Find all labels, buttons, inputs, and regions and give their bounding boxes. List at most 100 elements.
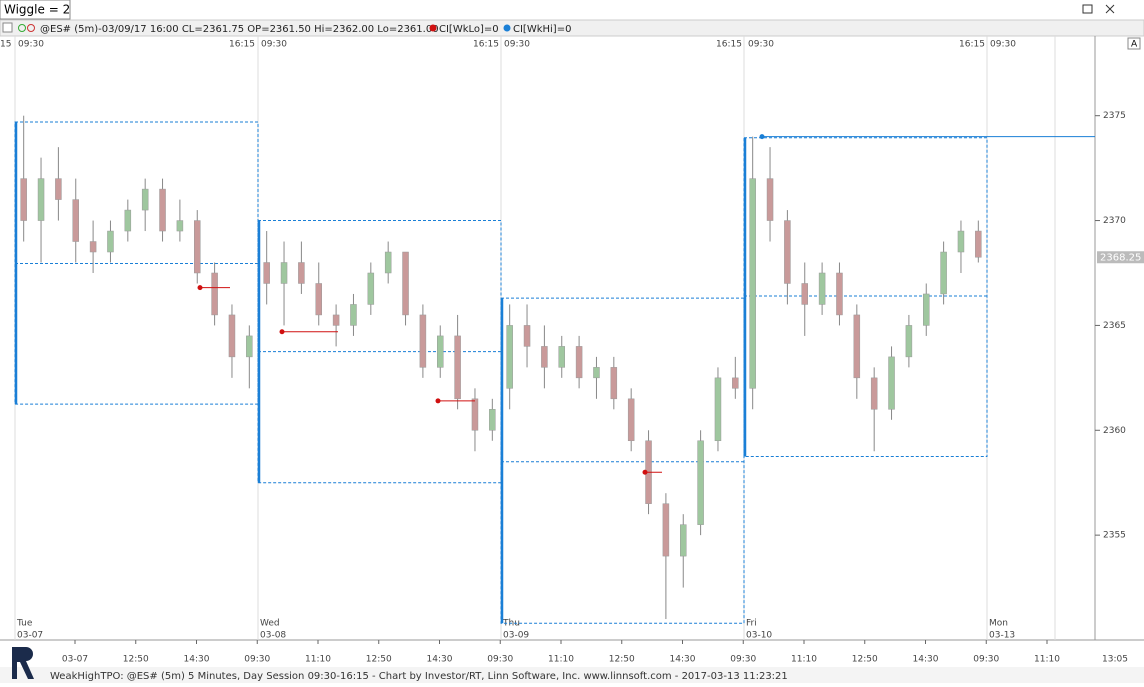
top-time-label: 09:30 — [261, 40, 287, 50]
candle-body — [870, 377, 878, 410]
candle-body — [159, 188, 166, 232]
top-time-label: 16:15 — [473, 40, 499, 50]
top-time-label: 09:30 — [990, 40, 1016, 50]
candle-body — [211, 272, 218, 316]
candle-body — [315, 283, 322, 316]
last-price-label: 2368.25 — [1100, 252, 1141, 263]
top-time-label: 16:15 — [959, 40, 985, 50]
candle-body — [801, 283, 808, 305]
candle-body — [298, 262, 305, 284]
candle-body — [541, 346, 548, 368]
candle-body — [384, 251, 392, 274]
x-tick-label: 12:50 — [852, 655, 878, 665]
top-time-label: 16:15 — [716, 40, 742, 50]
value-area-box — [257, 220, 502, 484]
title-bar — [0, 0, 1144, 20]
footer-bar — [0, 667, 1144, 683]
candle-body — [714, 377, 722, 442]
icon — [429, 24, 437, 32]
close-chart[interactable] — [2, 22, 13, 33]
top-time-label: 09:30 — [18, 40, 44, 50]
candle-body — [732, 377, 739, 389]
candle-body — [141, 188, 149, 211]
candle-body — [37, 178, 45, 221]
top-time-label: 09:30 — [748, 40, 774, 50]
candle-body — [923, 293, 930, 326]
candle-body — [957, 230, 965, 253]
title-box — [0, 0, 71, 20]
x-tick-label: 14:30 — [427, 655, 453, 665]
candle-body — [680, 524, 687, 557]
x-tick-label: 14:30 — [184, 655, 210, 665]
candle-body — [419, 314, 427, 368]
x-tick-label: 11:10 — [548, 655, 574, 665]
value-area-box — [14, 121, 259, 405]
candle-body — [593, 367, 600, 379]
candle-body — [437, 335, 444, 368]
day-label: Mon — [989, 619, 1008, 629]
candle-body — [176, 220, 184, 232]
indicator: CI[WkLo]=0 — [439, 24, 499, 35]
quote: @ES# (5m)-03/09/17 16:00 CL=2361.75 OP=2… — [40, 24, 439, 35]
weak-low-marker — [197, 285, 203, 291]
axis-time: 13:05 — [1102, 655, 1128, 665]
top-time-label: 16:15 — [229, 40, 255, 50]
candle-body — [194, 220, 201, 274]
value-area-box — [743, 137, 988, 457]
day-label: Tue — [16, 619, 33, 629]
candle-body — [107, 230, 114, 253]
auto-scale-button[interactable] — [1127, 37, 1141, 50]
candle-body — [575, 346, 583, 379]
y-tick-label: 2360 — [1103, 426, 1126, 436]
candle-body — [975, 230, 982, 258]
candle-body — [471, 398, 479, 431]
x-tick-label: 09:30 — [730, 655, 756, 665]
candle-body — [940, 251, 947, 295]
weak-low-marker — [435, 398, 441, 404]
candle-body — [506, 325, 513, 389]
candle-body — [367, 272, 375, 305]
day-label: Wed — [260, 619, 280, 629]
candle-body — [558, 346, 565, 368]
last-price-box — [1097, 251, 1144, 264]
y-tick-label: 2365 — [1103, 321, 1126, 331]
info-bar — [0, 19, 1144, 37]
x-tick-label: 09:30 — [487, 655, 513, 665]
candle-body — [818, 272, 826, 305]
date-label: 03-09 — [503, 631, 529, 641]
x-tick-label: 11:10 — [791, 655, 817, 665]
x-tick-label: 09:30 — [244, 655, 270, 665]
x-tick-label: 03-07 — [62, 655, 88, 665]
candle-body — [402, 251, 409, 316]
candle-body — [523, 325, 531, 347]
top-time-label: 09:30 — [504, 40, 530, 50]
candle-body — [454, 335, 461, 400]
date-label: 03-08 — [260, 631, 286, 641]
day-label: Fri — [746, 619, 757, 629]
icon — [503, 24, 511, 32]
x-tick-label: 12:50 — [123, 655, 149, 665]
close-button — [1105, 4, 1115, 14]
restore-button[interactable] — [1082, 4, 1093, 14]
top-time-label: 15 — [0, 40, 11, 50]
candle-body — [627, 398, 635, 442]
candle-body — [332, 314, 340, 326]
footer-text: WeakHighTPO: @ES# (5m) 5 Minutes, Day Se… — [50, 671, 788, 682]
y-tick-label: 2355 — [1103, 531, 1126, 541]
candle-body — [228, 314, 236, 358]
y-tick-label: 2370 — [1103, 216, 1126, 226]
x-tick-label: 12:50 — [609, 655, 635, 665]
x-tick-label: 11:10 — [1034, 655, 1060, 665]
date-label: 03-10 — [746, 631, 772, 641]
candle-body — [610, 367, 618, 400]
candle-body — [784, 220, 791, 284]
weak-low-marker — [279, 329, 285, 335]
date-label: 03-13 — [989, 631, 1015, 641]
candle-body — [55, 178, 62, 200]
y-tick-label: 2375 — [1103, 111, 1126, 121]
x-tick-label: 14:30 — [913, 655, 939, 665]
x-tick-label: 11:10 — [305, 655, 331, 665]
candle-body — [888, 356, 895, 410]
